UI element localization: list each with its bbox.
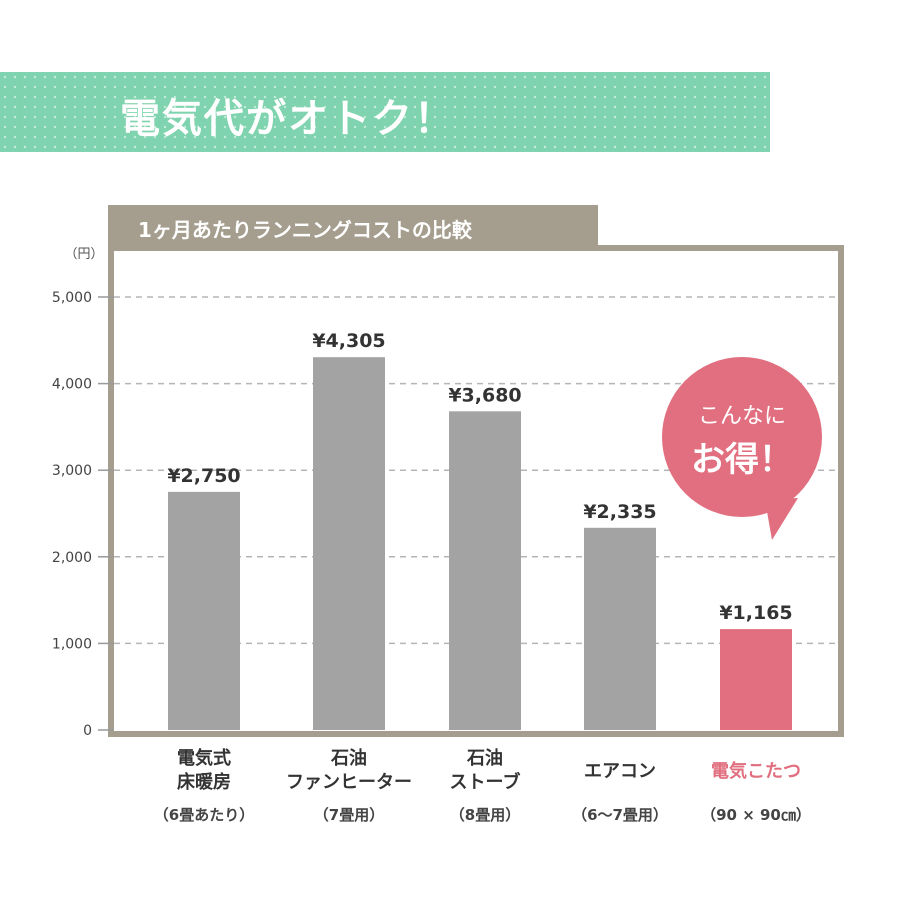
y-tick-label: 4,000 xyxy=(52,377,92,393)
data-label: ¥4,305 xyxy=(312,330,385,352)
speech-bubble xyxy=(662,357,822,517)
bubble-line-1: こんなに xyxy=(698,404,786,429)
category-label: 電気こたつ xyxy=(671,760,841,784)
bar xyxy=(313,357,385,730)
y-tick-label: 5,000 xyxy=(52,290,92,306)
y-axis-unit-label: （円） xyxy=(64,247,103,262)
data-label: ¥2,750 xyxy=(167,465,240,487)
data-label: ¥1,165 xyxy=(719,602,792,624)
bar xyxy=(584,528,656,730)
y-tick-label: 2,000 xyxy=(52,550,92,566)
y-tick-label: 0 xyxy=(83,723,92,739)
y-tick-label: 1,000 xyxy=(52,636,92,652)
bar xyxy=(449,411,521,730)
category-name-line: 電気こたつ xyxy=(671,760,841,784)
bar xyxy=(720,629,792,730)
bubble-line-2: お得！ xyxy=(691,440,793,480)
bar xyxy=(168,492,240,730)
category-note: （90 × 90㎝） xyxy=(671,804,841,825)
data-label: ¥2,335 xyxy=(583,501,656,523)
y-tick-label: 3,000 xyxy=(52,463,92,479)
data-label: ¥3,680 xyxy=(448,384,521,406)
